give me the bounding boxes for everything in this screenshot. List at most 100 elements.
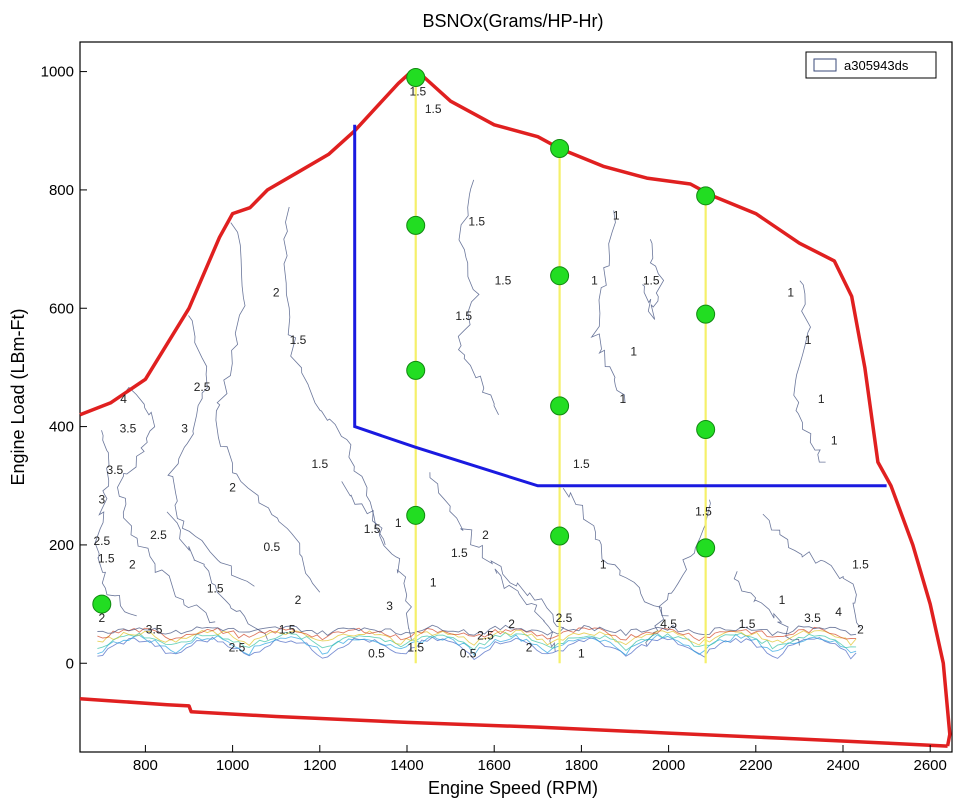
test-points <box>92 68 716 614</box>
contour-label-8: 1 <box>630 345 637 359</box>
contour-label-9: 1 <box>619 392 626 406</box>
contour-label-17: 1.5 <box>290 333 307 347</box>
contour-label-2: 1.5 <box>468 214 485 228</box>
x-axis-label: Engine Speed (RPM) <box>428 778 598 798</box>
test-point-12 <box>696 538 716 558</box>
contour-label-54: 2.5 <box>229 640 246 654</box>
test-point-5 <box>550 139 570 158</box>
y-tick-label-3: 600 <box>49 300 74 317</box>
contour-label-5: 1.5 <box>643 274 660 288</box>
x-tick-label-3: 1400 <box>390 757 423 774</box>
test-point-3 <box>406 360 426 380</box>
x-tick-label-7: 2200 <box>739 757 772 774</box>
contour-label-0: 1.5 <box>410 84 427 98</box>
contour-label-18: 2.5 <box>194 380 211 394</box>
contour-label-6: 1 <box>613 209 620 223</box>
contour-band-1 <box>97 633 857 657</box>
contour-label-12: 1 <box>831 433 838 447</box>
x-tick-label-5: 1800 <box>565 757 598 774</box>
contour-band-2 <box>97 631 857 651</box>
x-tick-label-9: 2600 <box>914 757 947 774</box>
contour-band-5 <box>97 624 857 637</box>
contour-label-42: 2 <box>508 617 515 631</box>
contour-label-13: 1 <box>818 392 825 406</box>
contour-label-34: 1.5 <box>207 581 224 595</box>
x-tick-label-2: 1200 <box>303 757 336 774</box>
contour-label-44: 0.5 <box>460 646 477 660</box>
contour-label-47: 1.5 <box>407 640 424 654</box>
contour-label-58: 2.5 <box>93 534 110 548</box>
contour-label-4: 1.5 <box>455 309 472 323</box>
contour-line-7 <box>642 239 665 320</box>
contour-label-39: 1 <box>779 593 786 607</box>
contour-line-16 <box>733 571 800 646</box>
contour-label-52: 3.5 <box>146 623 163 637</box>
envelope <box>79 69 952 748</box>
y-tick-label-1: 200 <box>49 537 74 554</box>
contour-label-29: 1 <box>430 575 437 589</box>
contour-label-45: 0.5 <box>368 646 385 660</box>
contour-line-13 <box>341 481 412 640</box>
contour-label-24: 2.5 <box>150 528 167 542</box>
contour-label-38: 1.5 <box>852 558 869 572</box>
contour-label-57: 1.5 <box>98 552 115 566</box>
contour-label-20: 3.5 <box>120 422 137 436</box>
envelope-upper-line <box>79 69 952 747</box>
contour-label-1: 1.5 <box>425 102 442 116</box>
contour-line-14 <box>166 511 268 640</box>
contour-label-46: 1 <box>578 646 585 660</box>
contour-label-51: 2 <box>857 623 864 637</box>
contour-label-22: 4 <box>120 392 127 406</box>
contour-line-9 <box>429 472 565 629</box>
contour-label-3: 1.5 <box>495 274 512 288</box>
contour-line-4 <box>94 430 137 617</box>
contour-line-10 <box>562 487 669 617</box>
test-point-7 <box>550 396 570 416</box>
contour-label-15: 1 <box>395 516 402 530</box>
contour-label-55: 1.5 <box>279 623 296 637</box>
contour-line-2 <box>167 315 255 587</box>
x-axis-ticks: 800 1000 1200 1400 1600 1800 2000 2200 2400 2600 <box>133 745 947 774</box>
contour-line-8 <box>793 280 826 463</box>
test-point-6 <box>550 266 570 286</box>
contour-line-5 <box>457 179 499 415</box>
contour-label-27: 1.5 <box>311 457 328 471</box>
test-point-2 <box>406 215 426 235</box>
legend: a305943ds <box>805 51 937 79</box>
contour-label-31: 2 <box>482 528 489 542</box>
contour-line-3 <box>117 386 216 624</box>
y-tick-label-5: 1000 <box>41 64 74 81</box>
contour-band-4 <box>97 626 857 642</box>
x-tick-label-1: 1000 <box>216 757 249 774</box>
test-point-9 <box>696 186 716 206</box>
contour-label-26: 2 <box>229 481 236 495</box>
contour-label-19: 3 <box>181 422 188 436</box>
contour-label-33: 0.5 <box>263 540 280 554</box>
contour-label-40: 1.5 <box>739 617 756 631</box>
contour-lines <box>94 179 861 661</box>
x-tick-label-4: 1600 <box>478 757 511 774</box>
test-point-4 <box>406 505 426 525</box>
contour-label-7: 1 <box>591 274 598 288</box>
contour-line-15 <box>494 568 556 652</box>
test-point-0 <box>92 594 112 614</box>
y-tick-label-0: 0 <box>66 655 74 672</box>
contour-line-0 <box>283 206 386 546</box>
contour-label-25: 2 <box>129 558 136 572</box>
test-point-10 <box>696 304 716 324</box>
contour-label-49: 3.5 <box>804 611 821 625</box>
test-point-11 <box>696 420 716 440</box>
contour-label-36: 3 <box>386 599 393 613</box>
legend-label: a305943ds <box>844 58 909 73</box>
contour-line-1 <box>215 222 321 593</box>
boundary <box>353 124 887 488</box>
contour-label-10: 1 <box>787 285 794 299</box>
contour-label-16: 2 <box>273 285 280 299</box>
chart-title: BSNOx(Grams/HP-Hr) <box>423 11 604 31</box>
contour-label-43: 2.5 <box>477 629 494 643</box>
contour-label-21: 3.5 <box>107 463 124 477</box>
test-point-8 <box>550 526 570 546</box>
contour-band-0 <box>97 636 857 661</box>
contour-label-50: 4 <box>835 605 842 619</box>
